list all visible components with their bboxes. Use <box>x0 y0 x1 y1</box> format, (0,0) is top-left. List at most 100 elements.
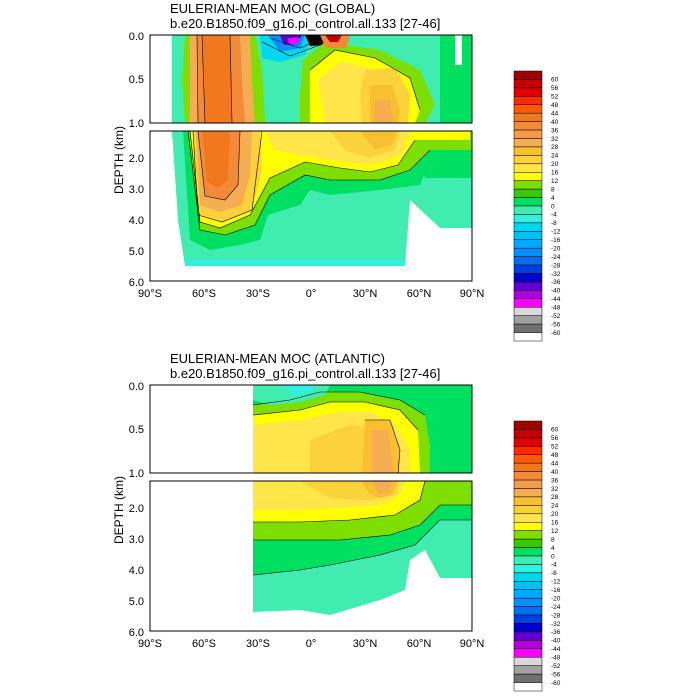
global-x-tick: 90°S <box>138 288 162 300</box>
atlantic-x-tick: 60°N <box>407 638 432 650</box>
global-lower-frame <box>149 130 473 282</box>
colorbar-swatch <box>513 572 543 582</box>
colorbar-label: -48 <box>551 305 561 312</box>
colorbar-swatch <box>513 79 543 89</box>
colorbar-swatch <box>513 648 543 658</box>
colorbar-swatch <box>513 496 543 506</box>
colorbar-swatch <box>513 437 543 447</box>
global-x-tick: 90°N <box>460 288 485 300</box>
colorbar-label: -52 <box>551 663 561 670</box>
colorbar-label: -8 <box>551 220 557 227</box>
colorbar-label: -44 <box>551 646 561 653</box>
global-title: EULERIAN-MEAN MOC (GLOBAL) <box>170 1 375 16</box>
atlantic-y-tick: 0.0 <box>129 381 144 393</box>
global-y-tick: 0.5 <box>129 74 144 86</box>
colorbar-label: 0 <box>551 203 555 210</box>
colorbar-label: -36 <box>551 629 561 636</box>
global-y-tick: 0.0 <box>129 31 144 43</box>
colorbar-swatch <box>513 231 543 240</box>
colorbar-swatch <box>513 614 543 624</box>
global-colorbar: 60565248444036322824201612840-4-8-12-16-… <box>513 70 561 342</box>
colorbar-swatch <box>513 87 543 97</box>
global-upper-frame <box>149 34 473 124</box>
colorbar-swatch <box>513 631 543 641</box>
colorbar-label: -12 <box>551 229 561 236</box>
atlantic-x-tick: 0° <box>306 638 317 650</box>
colorbar-label: -8 <box>551 570 557 577</box>
colorbar-swatch <box>513 682 543 692</box>
colorbar-swatch <box>513 429 543 439</box>
colorbar-label: -48 <box>551 655 561 662</box>
colorbar-swatch <box>513 505 543 515</box>
colorbar-label: -44 <box>551 296 561 303</box>
colorbar-label: 24 <box>551 503 559 510</box>
colorbar-swatch <box>513 298 543 308</box>
colorbar-swatch <box>513 446 543 455</box>
colorbar-label: 32 <box>551 486 559 493</box>
global-lower-contours <box>150 131 472 281</box>
colorbar-swatch <box>513 155 543 165</box>
atlantic-y-tick: 6.0 <box>129 627 144 639</box>
colorbar-label: 28 <box>551 144 559 151</box>
colorbar-swatch <box>513 471 543 481</box>
atlantic-moc-panel: EULERIAN-MEAN MOC (ATLANTIC) b.e20.B1850… <box>112 351 484 650</box>
atlantic-x-tick: 30°S <box>246 638 270 650</box>
colorbar-label: 36 <box>551 477 559 484</box>
colorbar-label: -32 <box>551 621 561 628</box>
colorbar-label: 60 <box>551 427 559 434</box>
colorbar-swatch <box>513 205 543 215</box>
colorbar-swatch <box>513 538 543 548</box>
colorbar-swatch <box>513 290 543 300</box>
colorbar-swatch <box>513 555 543 565</box>
atlantic-contour-lines <box>252 391 472 576</box>
colorbar-label: -32 <box>551 271 561 278</box>
global-moc-panel: EULERIAN-MEAN MOC (GLOBAL) b.e20.B1850.f… <box>112 1 484 300</box>
colorbar-label: 44 <box>551 110 559 117</box>
global-x-tick: 60°S <box>192 288 216 300</box>
colorbar-swatch <box>513 214 543 224</box>
atlantic-lower-contours <box>150 481 472 631</box>
atlantic-x-tick: 90°S <box>138 638 162 650</box>
colorbar-swatch <box>513 273 543 283</box>
colorbar-swatch <box>513 665 543 675</box>
atlantic-y-tick: 4.0 <box>129 565 144 577</box>
colorbar-swatch <box>513 589 543 599</box>
atlantic-colorbar: 60565248444036322824201612840-4-8-12-16-… <box>513 420 561 692</box>
colorbar-swatch <box>513 188 543 198</box>
colorbar-label: 12 <box>551 528 559 535</box>
colorbar-label: -24 <box>551 254 561 261</box>
global-contour-lines <box>187 34 431 236</box>
colorbar-label: -56 <box>551 321 561 328</box>
colorbar-swatch <box>513 146 543 156</box>
colorbar-swatch <box>513 623 543 633</box>
colorbar-swatch <box>513 606 543 616</box>
atlantic-x-tick: 60°S <box>192 638 216 650</box>
global-x-tick: 60°N <box>407 288 432 300</box>
colorbar-label: -52 <box>551 313 561 320</box>
colorbar-swatch <box>513 281 543 291</box>
colorbar-swatch <box>513 522 543 531</box>
atlantic-y-axis: 0.0 0.5 1.0 2.0 3.0 4.0 5.0 6.0 DEPTH (k… <box>112 381 144 639</box>
colorbar-swatch <box>513 104 543 114</box>
colorbar-label: 8 <box>551 186 555 193</box>
colorbar-swatch <box>513 581 543 590</box>
colorbar-label: 48 <box>551 102 559 109</box>
colorbar-swatch <box>513 454 543 464</box>
colorbar-label: 44 <box>551 460 559 467</box>
colorbar-label: 16 <box>551 170 559 177</box>
colorbar-swatch <box>513 332 543 342</box>
global-y-tick: 4.0 <box>129 215 144 227</box>
atlantic-x-axis: 90°S 60°S 30°S 0° 30°N 60°N 90°N <box>138 638 484 650</box>
colorbar-label: 8 <box>551 536 555 543</box>
atlantic-title: EULERIAN-MEAN MOC (ATLANTIC) <box>170 351 385 366</box>
colorbar-label: 28 <box>551 494 559 501</box>
colorbar-label: -36 <box>551 279 561 286</box>
colorbar-label: 16 <box>551 520 559 527</box>
colorbar-swatch <box>513 70 543 80</box>
atlantic-y-tick: 1.0 <box>129 468 144 480</box>
colorbar-label: 20 <box>551 161 559 168</box>
colorbar-swatch <box>513 112 543 122</box>
colorbar-label: 56 <box>551 85 559 92</box>
atlantic-y-label: DEPTH (km) <box>112 476 126 544</box>
